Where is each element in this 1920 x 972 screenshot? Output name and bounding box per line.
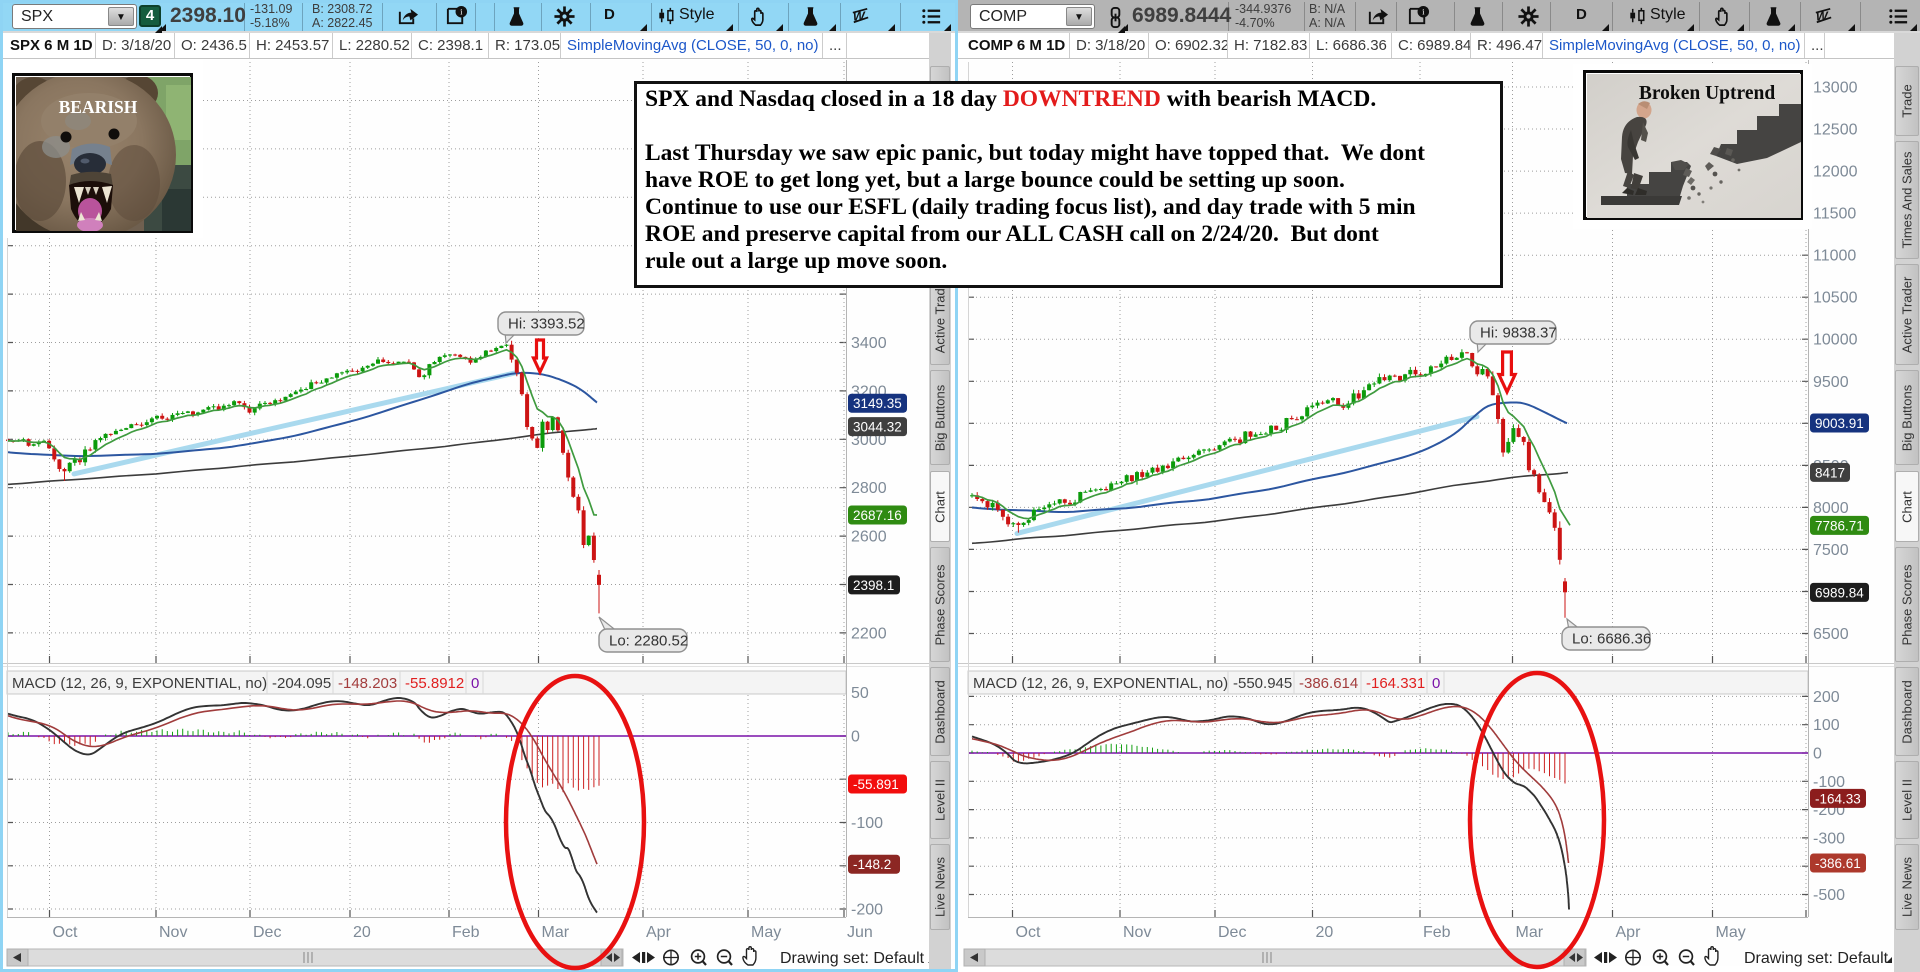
svg-text:0: 0 — [1813, 746, 1822, 763]
svg-text:W: W — [1816, 9, 1829, 23]
svg-text:Jun: Jun — [847, 924, 873, 941]
svg-text:-164.33: -164.33 — [1815, 791, 1861, 806]
svg-text:Dec: Dec — [253, 924, 281, 941]
svg-text:Nov: Nov — [159, 924, 187, 941]
svg-text:7786.71: 7786.71 — [1815, 518, 1864, 533]
svg-text:Broken Uptrend: Broken Uptrend — [1639, 83, 1776, 104]
svg-text:10000: 10000 — [1813, 332, 1858, 349]
svg-text:12500: 12500 — [1813, 122, 1858, 139]
svg-text:20: 20 — [353, 924, 371, 941]
svg-text:13000: 13000 — [1813, 80, 1858, 97]
svg-text:200: 200 — [1813, 689, 1840, 706]
svg-text:Drawing set: Default: Drawing set: Default — [780, 950, 925, 967]
svg-text:-200: -200 — [851, 902, 883, 919]
svg-text:Apr: Apr — [646, 924, 672, 941]
svg-text:-55.8912: -55.8912 — [405, 675, 464, 692]
svg-text:8000: 8000 — [1813, 500, 1849, 517]
svg-text:Dec: Dec — [1218, 924, 1246, 941]
svg-text:-550.945: -550.945 — [1233, 675, 1292, 692]
svg-text:-55.891: -55.891 — [853, 777, 899, 792]
svg-text:Lo: 6686.36: Lo: 6686.36 — [1572, 631, 1651, 648]
svg-text:-386.614: -386.614 — [1299, 675, 1358, 692]
svg-text:-100: -100 — [851, 815, 883, 832]
svg-text:Lo: 2280.52: Lo: 2280.52 — [609, 633, 688, 650]
svg-text:MACD (12, 26, 9, EXPONENTIAL,: MACD (12, 26, 9, EXPONENTIAL, no) — [973, 675, 1228, 692]
svg-text:-148.2: -148.2 — [853, 857, 891, 872]
svg-text:Hi: 3393.52: Hi: 3393.52 — [508, 316, 585, 333]
svg-text:100: 100 — [1813, 717, 1840, 734]
svg-text:MACD (12, 26, 9, EXPONENTIAL,: MACD (12, 26, 9, EXPONENTIAL, no) — [12, 675, 267, 692]
svg-text:20: 20 — [1316, 924, 1334, 941]
svg-text:May: May — [1716, 924, 1746, 941]
svg-text:10500: 10500 — [1813, 290, 1858, 307]
svg-text:2398.1: 2398.1 — [853, 578, 894, 593]
svg-text:3149.35: 3149.35 — [853, 396, 902, 411]
svg-text:9500: 9500 — [1813, 374, 1849, 391]
svg-text:2800: 2800 — [851, 480, 887, 497]
svg-text:i: i — [460, 7, 463, 17]
svg-text:2200: 2200 — [851, 625, 887, 642]
svg-text:Oct: Oct — [53, 924, 78, 941]
svg-text:3044.32: 3044.32 — [853, 420, 902, 435]
svg-text:Mar: Mar — [542, 924, 570, 941]
svg-text:11000: 11000 — [1813, 248, 1856, 265]
svg-text:-386.61: -386.61 — [1815, 856, 1861, 871]
svg-text:0: 0 — [1432, 675, 1440, 692]
svg-text:7500: 7500 — [1813, 542, 1849, 559]
svg-text:Hi: 9838.37: Hi: 9838.37 — [1480, 325, 1557, 342]
svg-text:0: 0 — [471, 675, 479, 692]
svg-text:0: 0 — [851, 729, 860, 746]
svg-text:3400: 3400 — [851, 335, 887, 352]
svg-text:11500: 11500 — [1813, 206, 1856, 223]
svg-text:-164.331: -164.331 — [1366, 675, 1425, 692]
svg-text:W: W — [853, 9, 866, 23]
svg-text:-300: -300 — [1813, 830, 1845, 847]
svg-text:2687.16: 2687.16 — [853, 508, 902, 523]
svg-text:6989.84: 6989.84 — [1815, 585, 1864, 600]
svg-text:Nov: Nov — [1123, 924, 1151, 941]
svg-text:Feb: Feb — [1423, 924, 1451, 941]
svg-text:6500: 6500 — [1813, 626, 1849, 643]
svg-text:8417: 8417 — [1815, 465, 1845, 480]
svg-text:i: i — [1422, 7, 1425, 17]
svg-text:50: 50 — [851, 685, 869, 702]
svg-text:-500: -500 — [1813, 887, 1845, 904]
svg-text:2600: 2600 — [851, 529, 887, 546]
svg-text:12000: 12000 — [1813, 164, 1858, 181]
svg-text:-100: -100 — [1813, 774, 1845, 791]
svg-text:May: May — [751, 924, 781, 941]
svg-text:Drawing set: Default: Drawing set: Default — [1744, 950, 1889, 967]
svg-text:-204.095: -204.095 — [272, 675, 331, 692]
svg-text:Apr: Apr — [1616, 924, 1642, 941]
svg-text:9003.91: 9003.91 — [1815, 416, 1864, 431]
svg-text:Oct: Oct — [1016, 924, 1041, 941]
svg-text:-148.203: -148.203 — [338, 675, 397, 692]
svg-text:Mar: Mar — [1516, 924, 1544, 941]
svg-text:Feb: Feb — [452, 924, 480, 941]
svg-text:BEARISH: BEARISH — [59, 97, 138, 117]
